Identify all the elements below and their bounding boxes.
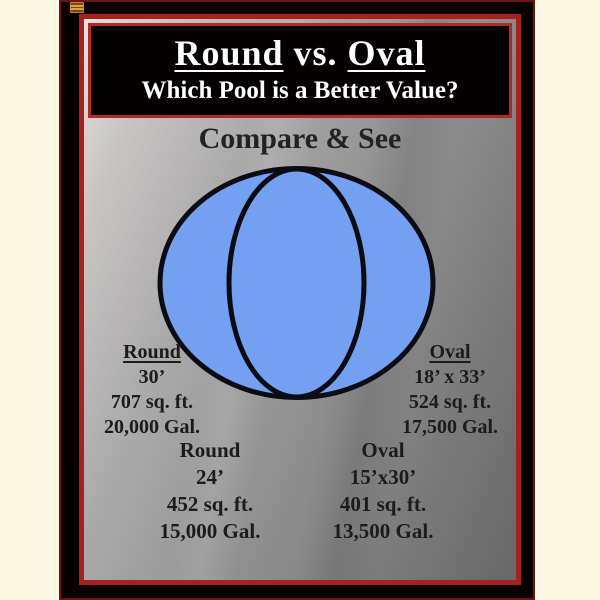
round-small-volume: 15,000 Gal. bbox=[159, 519, 261, 543]
poster-interior: Round vs. Oval Which Pool is a Better Va… bbox=[79, 14, 521, 585]
title-separator: vs. bbox=[283, 33, 348, 73]
round-small-label: Round bbox=[179, 438, 241, 462]
oval-small-callout: Oval 15’x30’ 401 sq. ft. 13,500 Gal. bbox=[298, 437, 468, 545]
poster-subtitle: Which Pool is a Better Value? bbox=[141, 77, 459, 104]
title-word-oval: Oval bbox=[347, 33, 426, 73]
title-word-round: Round bbox=[174, 33, 284, 73]
oval-pool-area: 524 sq. ft. bbox=[408, 391, 492, 413]
round-small-callout: Round 24’ 452 sq. ft. 15,000 Gal. bbox=[125, 437, 295, 545]
round-pool-label: Round bbox=[123, 341, 181, 363]
round-pool-callout: Round 30’ 707 sq. ft. 20,000 Gal. bbox=[84, 340, 220, 440]
pool-comparison-poster: Round vs. Oval Which Pool is a Better Va… bbox=[59, 0, 535, 600]
compare-heading: Compare & See bbox=[198, 122, 402, 155]
oval-pool-shape bbox=[226, 166, 367, 400]
oval-small-volume: 13,500 Gal. bbox=[332, 519, 434, 543]
oval-pool-callout: Oval 18’ x 33’ 524 sq. ft. 17,500 Gal. bbox=[382, 340, 518, 440]
oval-pool-label: Oval bbox=[429, 341, 471, 363]
oval-pool-size: 18’ x 33’ bbox=[414, 366, 486, 388]
round-pool-size: 30’ bbox=[138, 366, 166, 388]
poster-title: Round vs. Oval bbox=[91, 31, 509, 75]
oval-small-label: Oval bbox=[361, 438, 405, 462]
round-small-area: 452 sq. ft. bbox=[166, 492, 254, 516]
oval-pool-volume: 17,500 Gal. bbox=[401, 416, 499, 438]
oval-small-area: 401 sq. ft. bbox=[339, 492, 427, 516]
round-pool-volume: 20,000 Gal. bbox=[103, 416, 201, 438]
pool-diagram bbox=[157, 166, 436, 400]
round-small-size: 24’ bbox=[196, 465, 224, 489]
round-pool-area: 707 sq. ft. bbox=[110, 391, 194, 413]
title-banner: Round vs. Oval Which Pool is a Better Va… bbox=[88, 23, 512, 118]
oval-small-size: 15’x30’ bbox=[349, 465, 417, 489]
image-placeholder-icon bbox=[70, 2, 84, 13]
